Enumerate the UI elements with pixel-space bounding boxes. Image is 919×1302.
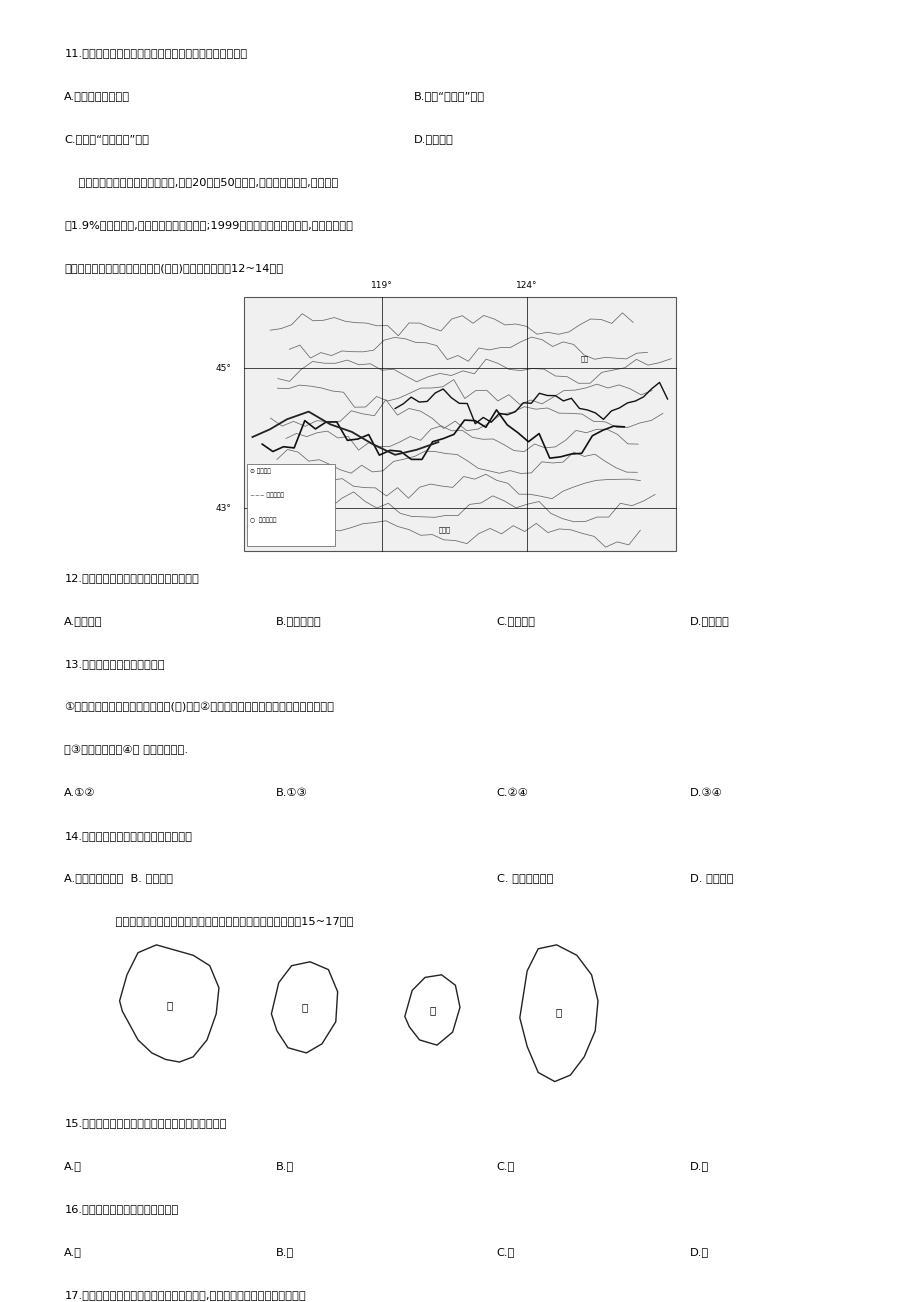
Text: 11.北斗三号全球卫星导航系统正式开通后受冲击最大的是: 11.北斗三号全球卫星导航系统正式开通后受冲击最大的是 xyxy=(64,48,247,59)
Text: 丁: 丁 xyxy=(555,1008,561,1018)
Text: 赤峰: 赤峰 xyxy=(581,355,588,362)
Text: 12.科尔沁沙地形成的主要人为原因不包括: 12.科尔沁沙地形成的主要人为原因不包括 xyxy=(64,573,199,583)
Text: 43°: 43° xyxy=(216,504,232,513)
Text: D.无法判断: D.无法判断 xyxy=(414,134,453,145)
Text: 科尔沁草原是中国四大草原之一,但自20世纪50年代起,荒漠化逐渐严重,大约以每: 科尔沁草原是中国四大草原之一,但自20世纪50年代起,荒漠化逐渐严重,大约以每 xyxy=(64,177,338,187)
Text: D.扩建城市: D.扩建城市 xyxy=(689,616,729,626)
Text: B.乙: B.乙 xyxy=(276,1247,294,1256)
Bar xyxy=(247,464,335,546)
Text: 16.图示四省区中位于东北地区的是: 16.图示四省区中位于东北地区的是 xyxy=(64,1204,178,1213)
Text: B.欧盟“伽利略”系统: B.欧盟“伽利略”系统 xyxy=(414,91,484,102)
Text: A.过度放牧: A.过度放牧 xyxy=(64,616,103,626)
Text: ⊙ 主要城市: ⊙ 主要城市 xyxy=(250,467,271,474)
Text: 丙: 丙 xyxy=(429,1005,435,1016)
Text: C.丙: C.丙 xyxy=(496,1247,515,1256)
Text: C.俄罗斯“格洛纳斯”系统: C.俄罗斯“格洛纳斯”系统 xyxy=(64,134,149,145)
Text: A.①②: A.①② xyxy=(64,788,96,798)
Text: 辽东湾: 辽东湾 xyxy=(438,526,450,533)
Text: A.甲: A.甲 xyxy=(64,1161,83,1170)
Text: 15.图示四省区中适宜大规模种植热带经济作物的是: 15.图示四省区中适宜大规模种植热带经济作物的是 xyxy=(64,1118,227,1128)
Text: 下图中甲、乙、丙、丁分别表示我国四省区轮廓图。据此完成15~17题。: 下图中甲、乙、丙、丁分别表示我国四省区轮廓图。据此完成15~17题。 xyxy=(101,917,353,927)
Text: 乙: 乙 xyxy=(301,1003,307,1013)
Text: A.禁止放牧和农耕  B. 生态移民: A.禁止放牧和农耕 B. 生态移民 xyxy=(64,874,173,884)
Text: D.丁: D.丁 xyxy=(689,1247,709,1256)
Text: 下降趋势。下图示意科尔沁草原(沙地)位置。据此完成12~14题。: 下降趋势。下图示意科尔沁草原(沙地)位置。据此完成12~14题。 xyxy=(64,263,283,273)
Text: D. 硬化沙地: D. 硬化沙地 xyxy=(689,874,732,884)
Text: D.③④: D.③④ xyxy=(689,788,722,798)
Text: ○  科尔沁沙地: ○ 科尔沁沙地 xyxy=(250,517,277,523)
Text: B.①③: B.①③ xyxy=(276,788,308,798)
Text: 124°: 124° xyxy=(516,280,538,289)
Text: C.丙: C.丙 xyxy=(496,1161,515,1170)
Text: 14.科尔沁沙地治理过程中的适宜举措是: 14.科尔沁沙地治理过程中的适宜举措是 xyxy=(64,831,192,841)
Text: A.甲: A.甲 xyxy=(64,1247,83,1256)
Text: 差③加剧土壤风蚀④生 物多样性减少.: 差③加剧土壤风蚀④生 物多样性减少. xyxy=(64,745,188,755)
Text: C. 大量植树造林: C. 大量植树造林 xyxy=(496,874,552,884)
Text: 甲: 甲 xyxy=(166,1000,172,1010)
Text: C.过度开垓: C.过度开垓 xyxy=(496,616,535,626)
Text: 年1.9%的速度扩张,进而演变为科尔沁沙地;1999年后，通过多年的治理,荒漠化程度呈: 年1.9%的速度扩张,进而演变为科尔沁沙地;1999年后，通过多年的治理,荒漠化… xyxy=(64,220,353,230)
Text: B.不合理开矿: B.不合理开矿 xyxy=(276,616,322,626)
Text: 45°: 45° xyxy=(216,365,232,372)
Text: ~~~ 河流及湖泊: ~~~ 河流及湖泊 xyxy=(250,492,284,499)
Bar xyxy=(244,297,675,551)
Text: 17.近年乙、丙两省区进行了紧密的经济合作,其中乙省区最可能向丙省区输出: 17.近年乙、丙两省区进行了紧密的经济合作,其中乙省区最可能向丙省区输出 xyxy=(64,1290,306,1299)
Text: A.美国全球定位系统: A.美国全球定位系统 xyxy=(64,91,130,102)
Text: 119°: 119° xyxy=(371,280,392,289)
Text: 13.科尔沁草原沙漠化的危害有: 13.科尔沁草原沙漠化的危害有 xyxy=(64,659,165,669)
Text: C.②④: C.②④ xyxy=(496,788,528,798)
Text: ①增加包头、呼和浩特等地的沙尘(暴)天气②减弱科尔沁地区的太阳辐射和减小昼夜温: ①增加包头、呼和浩特等地的沙尘(暴)天气②减弱科尔沁地区的太阳辐射和减小昼夜温 xyxy=(64,702,334,712)
Text: D.丁: D.丁 xyxy=(689,1161,709,1170)
Text: B.乙: B.乙 xyxy=(276,1161,294,1170)
